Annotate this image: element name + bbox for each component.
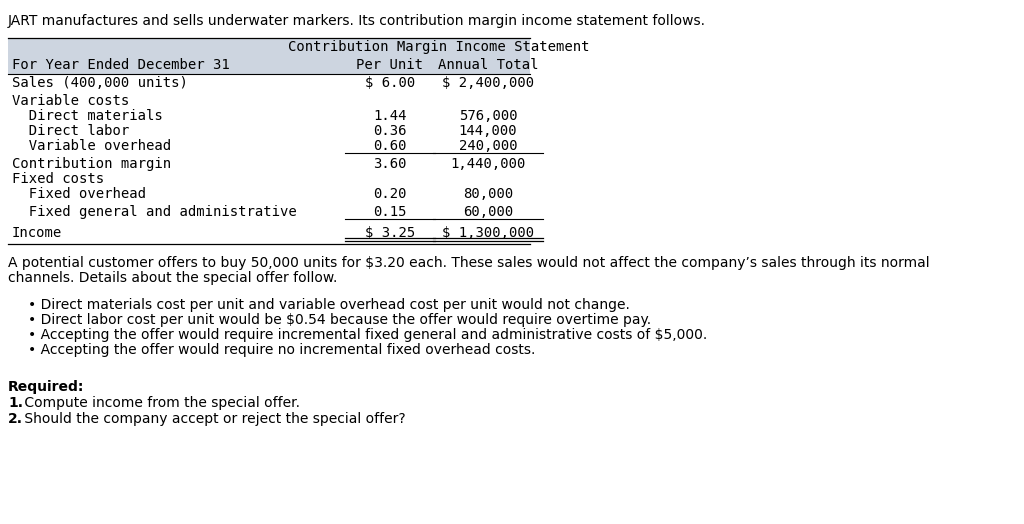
Bar xyxy=(8,38,530,74)
Text: Fixed overhead: Fixed overhead xyxy=(12,187,146,201)
Text: 0.20: 0.20 xyxy=(374,187,407,201)
Text: 3.60: 3.60 xyxy=(374,157,407,171)
Text: • Accepting the offer would require no incremental fixed overhead costs.: • Accepting the offer would require no i… xyxy=(28,343,536,357)
Text: A potential customer offers to buy 50,000 units for $3.20 each. These sales woul: A potential customer offers to buy 50,00… xyxy=(8,256,930,270)
Text: Should the company accept or reject the special offer?: Should the company accept or reject the … xyxy=(20,412,406,426)
Text: $ 3.25: $ 3.25 xyxy=(365,226,415,240)
Text: • Direct materials cost per unit and variable overhead cost per unit would not c: • Direct materials cost per unit and var… xyxy=(28,298,630,312)
Text: 2.: 2. xyxy=(8,412,23,426)
Text: $ 6.00: $ 6.00 xyxy=(365,76,415,90)
Text: 240,000: 240,000 xyxy=(459,139,517,153)
Text: Contribution margin: Contribution margin xyxy=(12,157,171,171)
Text: 576,000: 576,000 xyxy=(459,109,517,123)
Text: Variable overhead: Variable overhead xyxy=(12,139,171,153)
Text: Income: Income xyxy=(12,226,62,240)
Text: 1.44: 1.44 xyxy=(374,109,407,123)
Text: 144,000: 144,000 xyxy=(459,124,517,138)
Text: Per Unit: Per Unit xyxy=(356,58,424,72)
Text: 80,000: 80,000 xyxy=(463,187,513,201)
Text: 1,440,000: 1,440,000 xyxy=(451,157,525,171)
Text: channels. Details about the special offer follow.: channels. Details about the special offe… xyxy=(8,271,337,285)
Text: Fixed general and administrative: Fixed general and administrative xyxy=(12,205,297,219)
Text: Compute income from the special offer.: Compute income from the special offer. xyxy=(20,396,300,410)
Text: For Year Ended December 31: For Year Ended December 31 xyxy=(12,58,229,72)
Text: Sales (400,000 units): Sales (400,000 units) xyxy=(12,76,187,90)
Text: 0.15: 0.15 xyxy=(374,205,407,219)
Text: Direct materials: Direct materials xyxy=(12,109,163,123)
Text: Fixed costs: Fixed costs xyxy=(12,172,104,186)
Text: Annual Total: Annual Total xyxy=(437,58,539,72)
Text: Variable costs: Variable costs xyxy=(12,94,129,108)
Text: Contribution Margin Income Statement: Contribution Margin Income Statement xyxy=(288,40,590,54)
Text: $ 2,400,000: $ 2,400,000 xyxy=(442,76,535,90)
Text: 0.36: 0.36 xyxy=(374,124,407,138)
Text: • Accepting the offer would require incremental fixed general and administrative: • Accepting the offer would require incr… xyxy=(28,328,708,342)
Text: • Direct labor cost per unit would be $0.54 because the offer would require over: • Direct labor cost per unit would be $0… xyxy=(28,313,651,327)
Text: Direct labor: Direct labor xyxy=(12,124,129,138)
Text: 60,000: 60,000 xyxy=(463,205,513,219)
Text: JART manufactures and sells underwater markers. Its contribution margin income s: JART manufactures and sells underwater m… xyxy=(8,14,706,28)
Text: Required:: Required: xyxy=(8,380,84,394)
Text: $ 1,300,000: $ 1,300,000 xyxy=(442,226,535,240)
Text: 1.: 1. xyxy=(8,396,23,410)
Text: 0.60: 0.60 xyxy=(374,139,407,153)
